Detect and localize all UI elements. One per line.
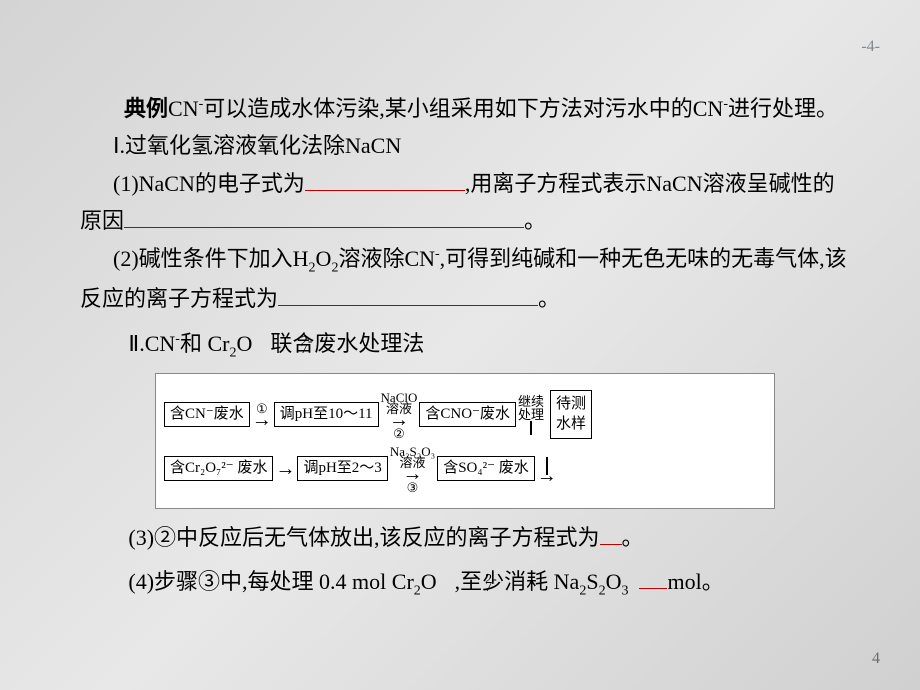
intro-bold: 典例 bbox=[124, 96, 168, 121]
q2-text-c: 溶液除CN bbox=[338, 246, 435, 271]
section-2-title: Ⅱ.CN-和 Cr2O2-7联合废水处理法 bbox=[80, 325, 850, 365]
q4-text-e: O bbox=[606, 569, 622, 594]
sub-q4-cr2: 2 bbox=[414, 583, 421, 598]
q3-text: (3)②中反应后无气体放出,该反应的离子方程式为 bbox=[128, 525, 599, 550]
intro-cn1: CN bbox=[168, 96, 199, 121]
intro-text-1: 可以造成水体污染,某小组采用如下方法对污水中的CN bbox=[203, 96, 723, 121]
intro-paragraph: 典例CN-可以造成水体污染,某小组采用如下方法对污水中的CN-进行处理。 bbox=[80, 90, 850, 127]
page-number-top: -4- bbox=[861, 38, 880, 56]
blank-1 bbox=[305, 167, 465, 191]
question-4: (4)步骤③中,每处理 0.4 mol Cr2O2-7,至少消耗 Na2S2O3… bbox=[80, 563, 850, 603]
page-number-bottom: 4 bbox=[872, 650, 880, 668]
flow-vline-1 bbox=[530, 421, 532, 435]
q4-text-b: O bbox=[421, 569, 437, 594]
sec2-b: 和 Cr bbox=[180, 331, 230, 356]
sub-q4-s2: 2 bbox=[599, 583, 606, 598]
flow-arrow-4: Na₂S₂O₃ 溶液 → ③ bbox=[390, 445, 435, 492]
blank-4 bbox=[600, 521, 622, 545]
arrow-icon-4: → bbox=[403, 467, 423, 481]
flow-box-so4: 含SO₄²⁻ 废水 bbox=[437, 456, 535, 481]
section-1-title: Ⅰ.过氧化氢溶液氧化法除NaCN bbox=[80, 127, 850, 164]
q2-text-e: 。 bbox=[538, 286, 560, 311]
arrow-icon-1: → bbox=[252, 413, 272, 427]
flow-merge-col: → bbox=[537, 457, 557, 481]
arrow-icon-3: → bbox=[275, 462, 295, 476]
flowchart: 含CN⁻废水 ① → 调pH至10～11 NaClO 溶液 → ② 含CNO⁻废… bbox=[155, 373, 775, 509]
flow-circ-3: ③ bbox=[407, 481, 419, 494]
blank-5 bbox=[639, 565, 667, 589]
arrow-icon-5: → bbox=[537, 471, 557, 481]
q3-text-b: 。 bbox=[622, 525, 644, 550]
q4-text-d: S bbox=[586, 569, 598, 594]
intro-text-2: 进行处理。 bbox=[728, 96, 838, 121]
flow-box-ph10: 调pH至10～11 bbox=[274, 402, 379, 427]
q1-text-a: (1)NaCN的电子式为 bbox=[113, 171, 305, 196]
slide-content: 典例CN-可以造成水体污染,某小组采用如下方法对污水中的CN-进行处理。 Ⅰ.过… bbox=[80, 90, 850, 603]
flow-circ-2: ② bbox=[393, 427, 405, 440]
question-3: (3)②中反应后无气体放出,该反应的离子方程式为。 bbox=[80, 519, 850, 556]
sub-2-a: 2 bbox=[309, 260, 316, 275]
flow-arrow-2: NaClO 溶液 → ② bbox=[381, 391, 418, 438]
sec2-c: O bbox=[236, 331, 252, 356]
flow-box-ph2: 调pH至2～3 bbox=[297, 456, 387, 481]
q4-text-f: mol。 bbox=[667, 569, 723, 594]
flow-box-cn-waste: 含CN⁻废水 bbox=[164, 402, 250, 427]
subsup-o7: 2-7 bbox=[252, 336, 270, 356]
flow-box-sample: 待测水样 bbox=[550, 390, 592, 439]
subsup-q4-o7: 2-7 bbox=[437, 574, 455, 594]
flow-arrow-1: ① → bbox=[252, 402, 272, 427]
flow-cont-col: 继续 处理 bbox=[518, 395, 544, 435]
flow-cont-2: 处理 bbox=[518, 408, 544, 421]
flow-cont-1: 继续 bbox=[518, 395, 544, 408]
question-2: (2)碱性条件下加入H2O2溶液除CN-,可得到纯碱和一种无色无味的无毒气体,该… bbox=[80, 240, 850, 318]
sec2-a: Ⅱ.CN bbox=[128, 331, 175, 356]
q2-text-a: (2)碱性条件下加入H bbox=[113, 246, 309, 271]
sub-q4-o3: 3 bbox=[621, 583, 628, 598]
flow-box-cr-waste: 含Cr₂O₇²⁻ 废水 bbox=[164, 456, 273, 481]
blank-2 bbox=[124, 204, 524, 228]
q1-text-c: 。 bbox=[524, 208, 546, 233]
q2-text-b: O bbox=[316, 246, 332, 271]
arrow-icon-2: → bbox=[389, 413, 409, 427]
blank-3 bbox=[278, 282, 538, 306]
flow-row-2: 含Cr₂O₇²⁻ 废水 → 调pH至2～3 Na₂S₂O₃ 溶液 → ③ 含SO… bbox=[164, 445, 766, 492]
q4-text-a: (4)步骤③中,每处理 0.4 mol Cr bbox=[128, 569, 413, 594]
flow-arrow-3: → bbox=[275, 462, 295, 476]
flow-row-1: 含CN⁻废水 ① → 调pH至10～11 NaClO 溶液 → ② 含CNO⁻废… bbox=[164, 390, 766, 439]
question-1: (1)NaCN的电子式为,用离子方程式表示NaCN溶液呈碱性的原因。 bbox=[80, 165, 850, 240]
flow-box-cno: 含CNO⁻废水 bbox=[419, 402, 516, 427]
